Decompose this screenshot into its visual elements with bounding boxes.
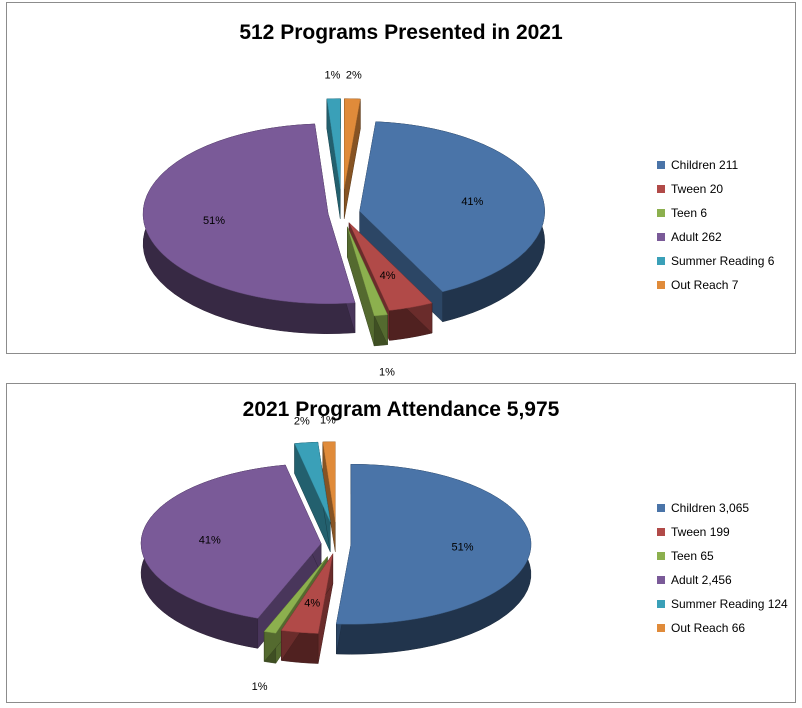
pie-percent-label: 1% <box>320 414 336 426</box>
pie-chart-attendance: 51% 4% 1% 41% 2% 1% <box>140 414 532 693</box>
pie-percent-label: 41% <box>461 196 483 208</box>
legend-swatch <box>657 257 665 265</box>
pie-slice-1 <box>280 553 334 664</box>
chart-title: 2021 Program Attendance 5,975 <box>242 398 560 421</box>
pie-slice-3 <box>140 464 322 650</box>
legend-item: Teen 65 <box>657 544 788 568</box>
chart-panel-programs: 512 Programs Presented in 2021 41% 4% 1% 51… <box>6 2 796 378</box>
chart-legend: Children 3,065 Tween 199 Teen 65 Adult 2,45… <box>657 496 788 640</box>
legend-swatch <box>657 161 665 169</box>
pie-percent-label: 1% <box>252 681 268 693</box>
pie-slice-5 <box>322 441 336 552</box>
pie-percent-label: 2% <box>346 70 362 82</box>
legend-item: Adult 2,456 <box>657 568 788 592</box>
legend-label: Out Reach 66 <box>671 621 746 635</box>
legend-swatch <box>657 624 665 632</box>
legend-item: Teen 6 <box>657 201 774 225</box>
pie-percent-label: 41% <box>199 534 221 546</box>
legend-label: Teen 6 <box>671 206 708 220</box>
legend-label: Out Reach 7 <box>671 278 739 292</box>
legend-label: Tween 199 <box>671 525 730 539</box>
pie-percent-label: 4% <box>304 598 320 610</box>
pie-percent-label: 1% <box>379 366 395 378</box>
pie-slice-0 <box>336 463 532 655</box>
pie-percent-label: 1% <box>325 70 341 82</box>
chart-panel-attendance: 2021 Program Attendance 5,975 51% 4% 1% 41%… <box>6 383 796 703</box>
legend-swatch <box>657 600 665 608</box>
legend-item: Summer Reading 6 <box>657 249 774 273</box>
legend-swatch <box>657 185 665 193</box>
legend-swatch <box>657 528 665 536</box>
pie-slice-4 <box>294 441 331 553</box>
legend-label: Adult 2,456 <box>671 573 732 587</box>
legend-item: Tween 199 <box>657 520 788 544</box>
legend-item: Tween 20 <box>657 177 774 201</box>
legend-swatch <box>657 576 665 584</box>
pie-slice-5 <box>343 98 361 219</box>
pie-percent-label: 2% <box>294 415 310 427</box>
pie-percent-label: 51% <box>203 215 225 227</box>
legend-label: Adult 262 <box>671 230 722 244</box>
legend-swatch <box>657 209 665 217</box>
legend-label: Summer Reading 6 <box>671 254 775 268</box>
legend-swatch <box>657 504 665 512</box>
legend-swatch <box>657 552 665 560</box>
legend-item: Children 211 <box>657 153 774 177</box>
legend-item: Out Reach 7 <box>657 273 774 297</box>
pie-slice-4 <box>326 98 341 219</box>
legend-item: Adult 262 <box>657 225 774 249</box>
legend-item: Out Reach 66 <box>657 616 788 640</box>
pie-chart-programs: 41% 4% 1% 51% 1% 2% <box>142 70 545 378</box>
pie-slice-3 <box>142 123 356 334</box>
legend-label: Teen 65 <box>671 549 714 563</box>
legend-swatch <box>657 281 665 289</box>
pie-slice-2 <box>347 226 388 347</box>
legend-label: Tween 20 <box>671 182 724 196</box>
legend-item: Summer Reading 124 <box>657 592 788 616</box>
legend-label: Children 3,065 <box>671 501 750 515</box>
legend-label: Children 211 <box>671 158 739 172</box>
legend-label: Summer Reading 124 <box>671 597 788 611</box>
legend-swatch <box>657 233 665 241</box>
chart-legend: Children 211 Tween 20 Teen 6 Adult 262 Summe… <box>657 153 774 297</box>
legend-item: Children 3,065 <box>657 496 788 520</box>
pie-percent-label: 4% <box>380 270 396 282</box>
chart-title: 512 Programs Presented in 2021 <box>239 21 563 44</box>
pie-percent-label: 51% <box>451 541 473 553</box>
